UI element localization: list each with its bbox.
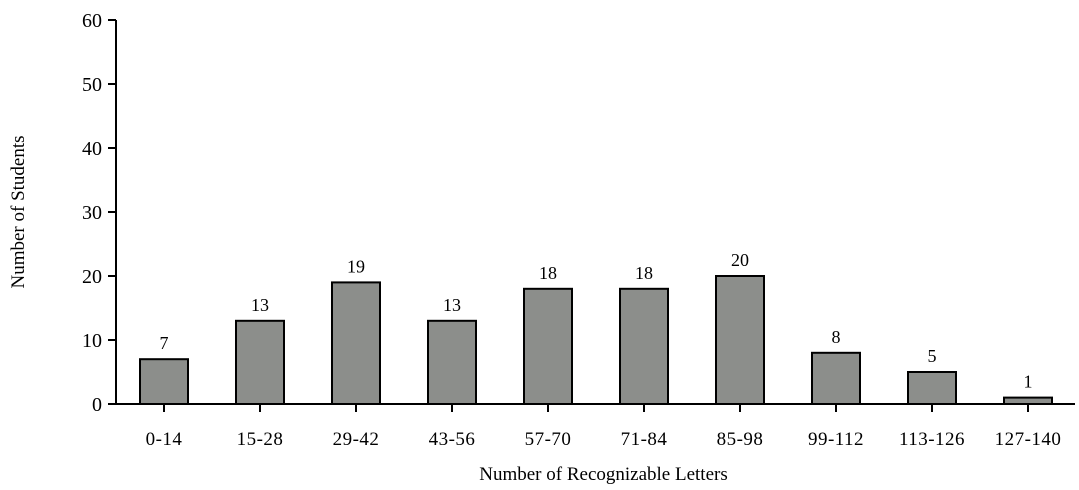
bar [1003,396,1053,406]
y-axis: 0 10 20 30 40 50 60 [82,10,117,416]
x-tick-label: 99-112 [808,429,864,450]
bar [619,287,669,405]
x-tick-label: 57-70 [525,429,572,450]
bars: 7 13 19 13 18 18 20 8 5 1 [139,250,1053,406]
x-tick-label: 0-14 [146,429,183,450]
bar [139,358,189,406]
x-tick-label: 29-42 [333,429,380,450]
x-tick-label: 43-56 [429,429,476,450]
bar-value-label: 13 [251,295,269,315]
bar [523,287,573,405]
y-tick-label: 0 [92,394,102,416]
bar-value-label: 18 [635,263,653,283]
y-tick-label: 40 [82,138,102,160]
x-axis: 0-14 15-28 29-42 43-56 57-70 71-84 85-98 99-112… [116,403,1075,450]
bar-value-label: 5 [928,346,937,366]
bar [715,275,765,405]
y-tick-label: 50 [82,74,102,96]
bar [235,319,285,405]
x-axis-title: Number of Recognizable Letters [479,464,727,485]
bar-value-label: 18 [539,263,557,283]
bar-value-label: 7 [160,333,169,353]
bar [331,281,381,405]
x-tick-label: 127-140 [995,429,1062,450]
y-axis-title: Number of Students [8,135,29,288]
bar-value-label: 13 [443,295,461,315]
bar-value-label: 1 [1024,372,1033,392]
bar-value-label: 8 [832,327,841,347]
x-tick-label: 15-28 [237,429,284,450]
x-tick-label: 85-98 [717,429,764,450]
bar [907,371,957,405]
x-tick-label: 71-84 [621,429,668,450]
bar-value-label: 20 [731,250,749,270]
y-tick-label: 20 [82,266,102,288]
bar [811,351,861,405]
bar-value-label: 19 [347,256,365,276]
y-tick-label: 30 [82,202,102,224]
x-tick-label: 113-126 [899,429,965,450]
y-tick-label: 60 [82,10,102,32]
bar [427,319,477,405]
y-tick-label: 10 [82,330,102,352]
